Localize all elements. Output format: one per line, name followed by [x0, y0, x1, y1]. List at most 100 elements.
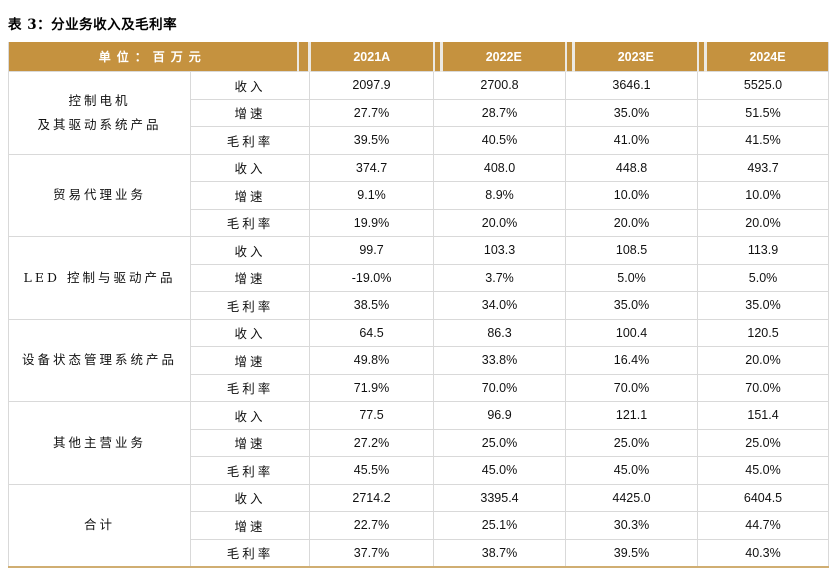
segment-name-cell: 贸易代理业务: [8, 153, 191, 237]
cell-value: 71.9%: [309, 373, 435, 402]
cell-value: 44.7%: [697, 511, 830, 540]
cell-value: 113.9: [697, 236, 830, 265]
cell-value: 19.9%: [309, 208, 435, 237]
header-spacer: [696, 42, 708, 72]
segment-name-cell: 合计: [8, 483, 191, 568]
cell-value: 3.7%: [433, 263, 567, 292]
header-spacer: [296, 42, 312, 72]
cell-value: 45.0%: [697, 456, 830, 485]
cell-value: 20.0%: [433, 208, 567, 237]
cell-value: 35.0%: [565, 98, 699, 127]
cell-value: 37.7%: [309, 538, 435, 568]
metric-label: 增速: [189, 181, 311, 210]
cell-value: 33.8%: [433, 346, 567, 375]
metric-label: 收入: [189, 483, 311, 512]
cell-value: 86.3: [433, 318, 567, 347]
cell-value: 35.0%: [565, 291, 699, 320]
cell-value: 8.9%: [433, 181, 567, 210]
table-row: 增速 49.8% 33.8% 16.4% 20.0%: [9, 346, 830, 375]
table-row: 贸易代理业务 收入 374.7 408.0 448.8 493.7: [8, 153, 830, 237]
cell-value: 28.7%: [433, 98, 567, 127]
metric-label: 增速: [189, 346, 311, 375]
cell-value: 3395.4: [433, 483, 567, 512]
cell-value: 408.0: [433, 153, 567, 182]
cell-value: 2700.8: [433, 71, 567, 100]
metric-label: 毛利率: [189, 291, 311, 320]
cell-value: 16.4%: [565, 346, 699, 375]
cell-value: 51.5%: [697, 98, 830, 127]
cell-value: 70.0%: [433, 373, 567, 402]
metric-label: 增速: [189, 511, 311, 540]
cell-value: 41.0%: [565, 126, 699, 155]
segment-name-line: 贸易代理业务: [52, 187, 146, 203]
cell-value: 20.0%: [697, 208, 830, 237]
cell-value: 96.9: [433, 401, 567, 430]
cell-value: 22.7%: [309, 511, 435, 540]
table-row: 毛利率 45.5% 45.0% 45.0% 45.0%: [9, 456, 830, 485]
cell-value: 45.5%: [309, 456, 435, 485]
cell-value: 70.0%: [565, 373, 699, 402]
table-row: 毛利率 19.9% 20.0% 20.0% 20.0%: [9, 208, 830, 237]
cell-value: 3646.1: [565, 71, 699, 100]
metric-label: 收入: [189, 71, 311, 100]
cell-value: 151.4: [697, 401, 830, 430]
year-header-2024e: 2024E: [705, 42, 829, 72]
metric-label: 收入: [189, 236, 311, 265]
segment-name-line: 合计: [83, 517, 115, 533]
business-revenue-table: 单位：百万元 2021A 2022E 2023E 2024E 控制电机 及其驱动…: [8, 42, 830, 568]
segment-name-cell: 设备状态管理系统产品: [8, 318, 191, 402]
cell-value: 121.1: [565, 401, 699, 430]
cell-value: 38.5%: [309, 291, 435, 320]
cell-value: -19.0%: [309, 263, 435, 292]
cell-value: 27.2%: [309, 428, 435, 457]
metric-label: 收入: [189, 318, 311, 347]
cell-value: 40.5%: [433, 126, 567, 155]
table-row: 增速 9.1% 8.9% 10.0% 10.0%: [9, 181, 830, 210]
table-row: 合计 收入 2714.2 3395.4 4425.0 6404.5: [8, 483, 830, 568]
cell-value: 64.5: [309, 318, 435, 347]
segment-name-cell: 其他主营业务: [8, 401, 191, 485]
cell-value: 10.0%: [697, 181, 830, 210]
metric-label: 毛利率: [189, 208, 311, 237]
cell-value: 45.0%: [433, 456, 567, 485]
metric-label: 毛利率: [189, 456, 311, 485]
unit-header-cell: 单位：百万元: [8, 42, 298, 72]
metric-label: 毛利率: [189, 126, 311, 155]
cell-value: 374.7: [309, 153, 435, 182]
cell-value: 108.5: [565, 236, 699, 265]
segment-name-line: 及其驱动系统产品: [37, 116, 162, 132]
cell-value: 10.0%: [565, 181, 699, 210]
cell-value: 5.0%: [697, 263, 830, 292]
cell-value: 39.5%: [309, 126, 435, 155]
table-row: 毛利率 71.9% 70.0% 70.0% 70.0%: [9, 373, 830, 402]
segment-name-cell: LED 控制与驱动产品: [8, 236, 191, 320]
cell-value: 35.0%: [697, 291, 830, 320]
cell-value: 40.3%: [697, 538, 830, 568]
table-row: 毛利率 38.5% 34.0% 35.0% 35.0%: [9, 291, 830, 320]
metric-label: 毛利率: [189, 538, 311, 568]
cell-value: 41.5%: [697, 126, 830, 155]
segment-name-cell: 控制电机 及其驱动系统产品: [8, 71, 191, 155]
cell-value: 9.1%: [309, 181, 435, 210]
cell-value: 448.8: [565, 153, 699, 182]
cell-value: 120.5: [697, 318, 830, 347]
metric-label: 增速: [189, 263, 311, 292]
table-row: 设备状态管理系统产品 收入 64.5 86.3 100.4 120.5: [8, 318, 830, 402]
table-header-row: 单位：百万元 2021A 2022E 2023E 2024E: [8, 42, 829, 72]
cell-value: 45.0%: [565, 456, 699, 485]
metric-label: 毛利率: [189, 373, 311, 402]
table-row: LED 控制与驱动产品 收入 99.7 103.3 108.5 113.9: [8, 236, 830, 320]
cell-value: 25.0%: [433, 428, 567, 457]
table-row: 毛利率 39.5% 40.5% 41.0% 41.5%: [9, 126, 830, 155]
cell-value: 27.7%: [309, 98, 435, 127]
cell-value: 99.7: [309, 236, 435, 265]
table-row: 增速 27.7% 28.7% 35.0% 51.5%: [9, 98, 830, 127]
cell-value: 25.1%: [433, 511, 567, 540]
cell-value: 5525.0: [697, 71, 830, 100]
year-header-2021a: 2021A: [309, 42, 434, 72]
cell-value: 493.7: [697, 153, 830, 182]
header-spacer: [432, 42, 444, 72]
metric-label: 增速: [189, 428, 311, 457]
cell-value: 34.0%: [433, 291, 567, 320]
table-title: 表 3：分业务收入及毛利率: [8, 17, 178, 33]
